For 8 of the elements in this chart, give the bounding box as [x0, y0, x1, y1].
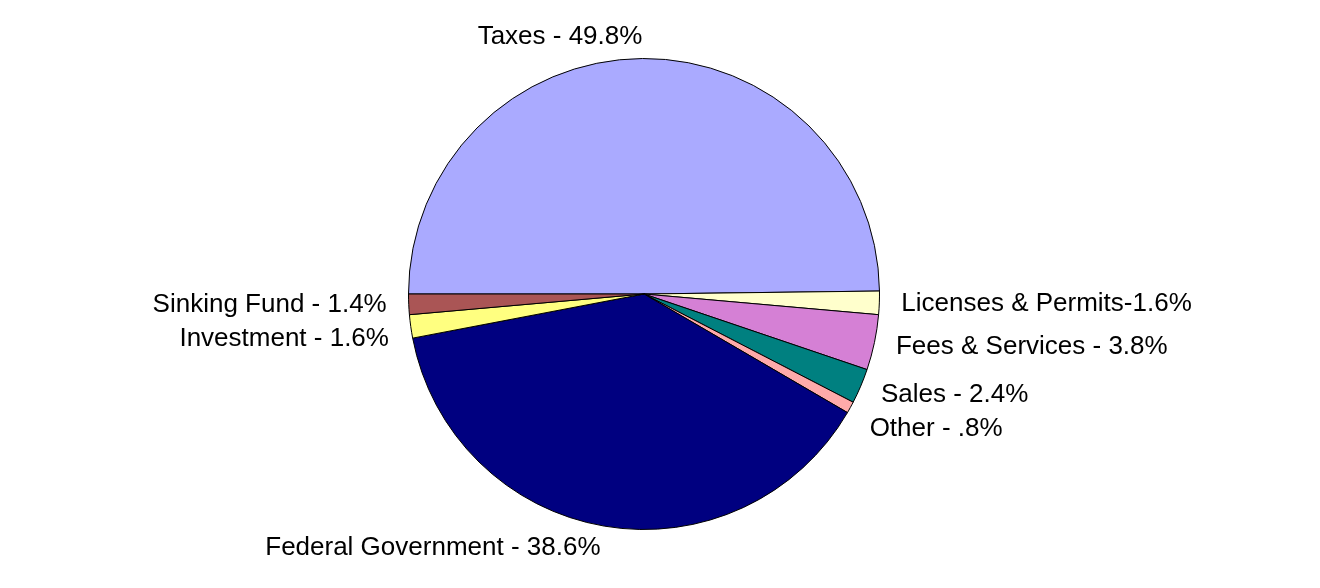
slice-label: Licenses & Permits-1.6% [901, 286, 1192, 317]
slice-label: Sales - 2.4% [880, 377, 1029, 408]
slice-label: Investment - 1.6% [179, 322, 389, 353]
slice-label: Fees & Services - 3.8% [895, 330, 1168, 361]
slice-label: Federal Government - 38.6% [265, 530, 601, 561]
slice-label: Taxes - 49.8% [477, 19, 643, 50]
slice-label: Sinking Fund - 1.4% [152, 288, 387, 319]
slice-label: Other - .8% [869, 411, 1003, 442]
